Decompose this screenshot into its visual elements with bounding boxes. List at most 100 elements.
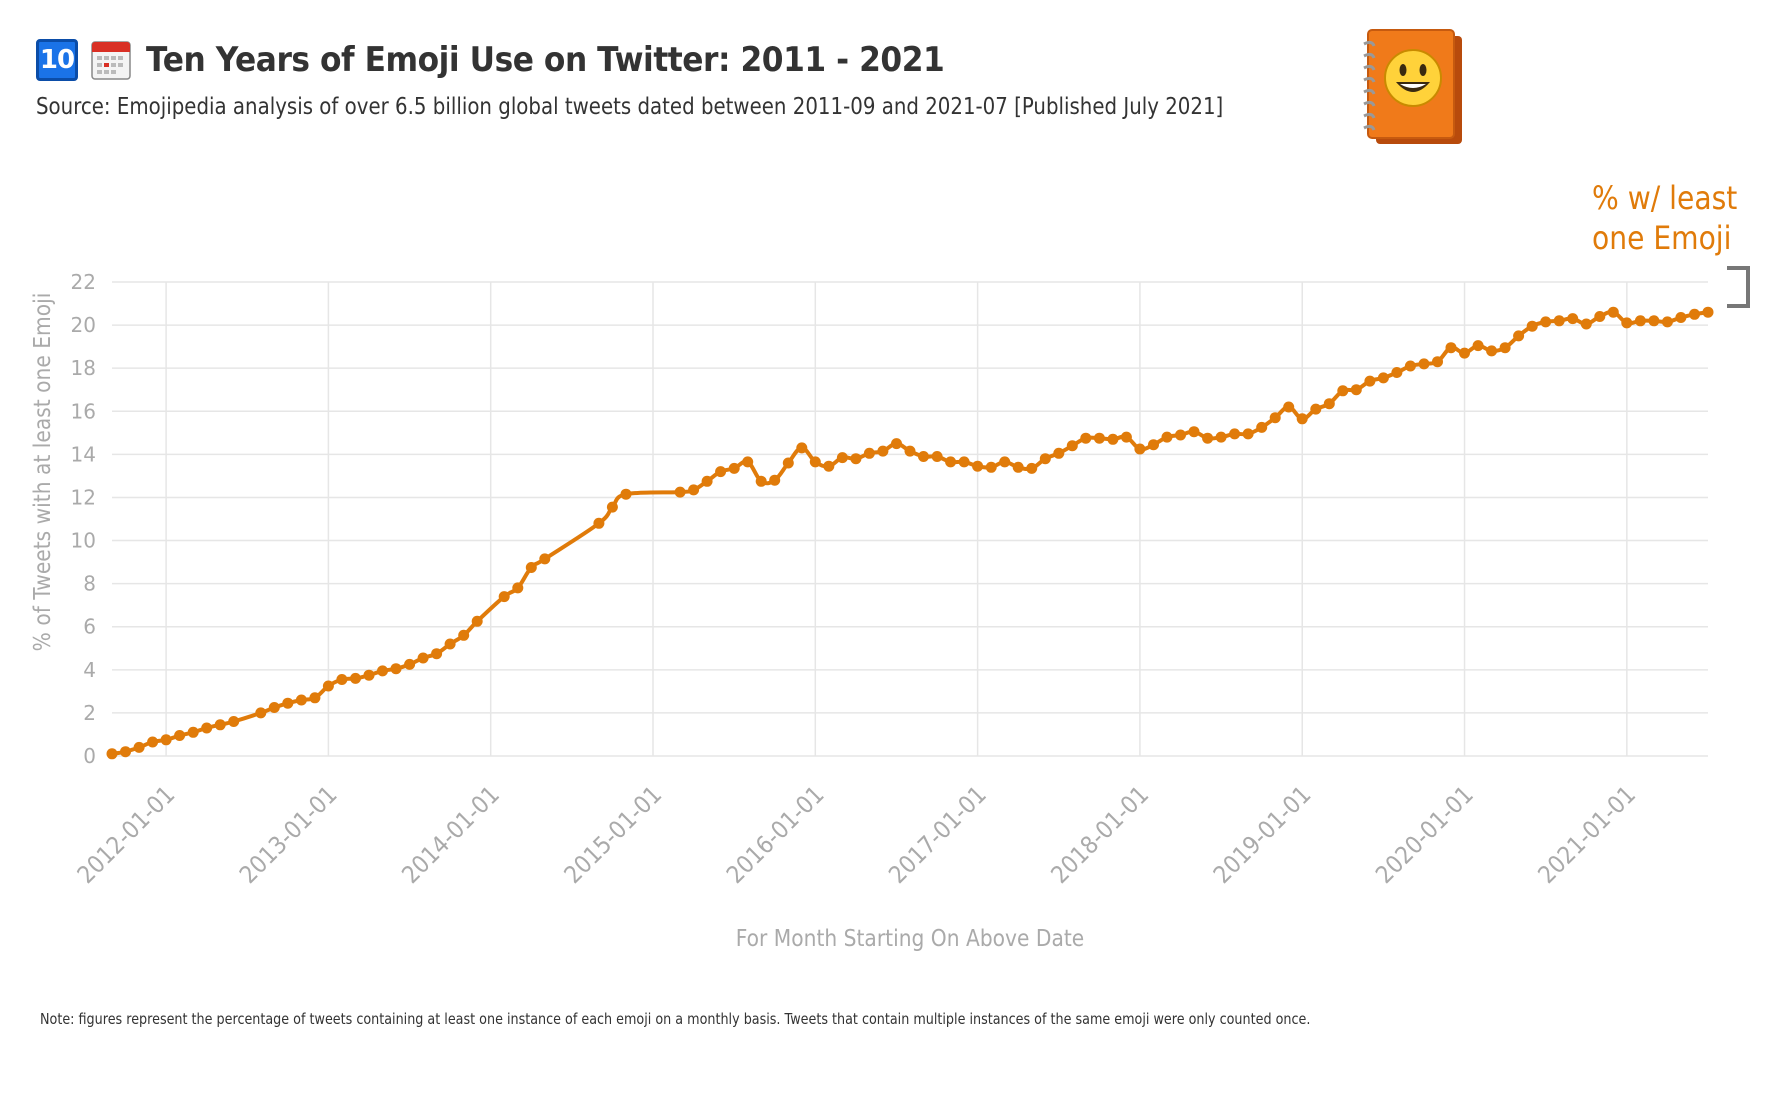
line-chart: 0 2 4 6 8 10 12 14 16 18 20 22 2012-01-01 2013-01-01… <box>30 266 1750 953</box>
data-point <box>1540 316 1552 328</box>
data-point <box>1648 315 1660 327</box>
data-point <box>1418 358 1430 370</box>
y-axis-ticks: 0 2 4 6 8 10 12 14 16 18 20 22 <box>71 270 96 768</box>
data-point <box>809 456 821 468</box>
y-tick-label: 14 <box>71 442 96 466</box>
data-point <box>782 457 794 469</box>
x-tick-label: 2019-01-01 <box>1209 781 1317 889</box>
data-point <box>1594 311 1606 322</box>
data-point <box>1337 385 1349 397</box>
data-point <box>1066 440 1078 452</box>
data-point <box>931 451 943 462</box>
data-point <box>1053 447 1065 459</box>
data-point <box>1702 306 1714 318</box>
data-point <box>1661 316 1673 328</box>
data-point <box>904 445 916 457</box>
y-axis-label: % of Tweets with at least one Emoji <box>30 293 57 652</box>
data-point <box>836 452 848 464</box>
data-point <box>255 707 267 719</box>
data-point <box>1161 431 1173 443</box>
data-point <box>498 591 510 603</box>
data-point <box>201 722 213 734</box>
data-point <box>1188 426 1200 438</box>
x-axis-ticks: 2012-01-01 2013-01-01 2014-01-01 2015-01-01… <box>72 781 1641 889</box>
data-point <box>918 451 929 462</box>
data-point <box>1323 398 1335 410</box>
data-point <box>1580 318 1592 330</box>
chart-title: Ten Years of Emoji Use on Twitter: 2011 … <box>146 40 945 80</box>
y-tick-label: 4 <box>83 658 96 682</box>
data-point <box>282 697 294 709</box>
y-tick-label: 8 <box>83 572 96 596</box>
data-point <box>769 474 781 486</box>
x-tick-label: 2020-01-01 <box>1371 781 1479 889</box>
data-point <box>1553 315 1565 327</box>
calendar-icon <box>91 41 131 80</box>
data-point <box>1012 461 1024 473</box>
data-point <box>1445 342 1457 354</box>
data-point <box>1242 428 1254 440</box>
data-point <box>458 629 470 641</box>
data-point <box>120 746 131 758</box>
data-point <box>1039 453 1051 465</box>
data-point <box>1675 312 1687 323</box>
data-point <box>701 475 713 487</box>
chart-subtitle: Source: Emojipedia analysis of over 6.5 … <box>36 94 1224 120</box>
y-tick-label: 12 <box>71 485 96 509</box>
data-point <box>1472 340 1484 352</box>
data-point <box>620 488 632 500</box>
data-point <box>1621 317 1633 329</box>
x-tick-label: 2013-01-01 <box>235 781 343 889</box>
data-point <box>512 582 524 594</box>
data-point <box>1391 367 1403 378</box>
data-point <box>390 663 402 675</box>
data-point <box>1202 432 1214 444</box>
data-point <box>863 447 875 459</box>
data-point <box>322 680 334 692</box>
data-point <box>1175 429 1186 441</box>
data-point <box>742 456 754 468</box>
data-point <box>444 638 456 650</box>
x-axis-label: For Month Starting On Above Date <box>736 926 1084 953</box>
data-point <box>1107 433 1119 445</box>
title-row: 10 Ten Years of Emoji Use on Twitter: 20… <box>36 34 1436 86</box>
data-point <box>539 553 551 565</box>
data-point <box>891 438 902 450</box>
data-point <box>268 702 280 713</box>
data-point <box>1567 313 1579 325</box>
data-point <box>958 456 970 468</box>
data-point <box>309 692 321 704</box>
data-point <box>972 460 984 472</box>
data-point <box>363 669 375 681</box>
x-tick-label: 2018-01-01 <box>1046 781 1154 889</box>
data-point <box>1215 431 1227 443</box>
data-point <box>417 652 429 664</box>
data-point <box>1404 360 1416 372</box>
data-point <box>133 741 145 753</box>
y-tick-label: 16 <box>71 399 96 423</box>
data-point <box>1513 330 1525 342</box>
data-point <box>1350 384 1362 396</box>
data-point <box>1377 372 1389 384</box>
y-tick-label: 2 <box>83 701 96 725</box>
data-point <box>1432 356 1443 368</box>
data-point <box>1256 421 1268 433</box>
data-point <box>228 716 240 727</box>
data-point <box>336 674 348 685</box>
data-point <box>1486 345 1498 357</box>
x-tick-label: 2017-01-01 <box>884 781 992 889</box>
y-tick-label: 10 <box>71 529 96 553</box>
data-point <box>106 748 118 760</box>
data-point <box>728 462 740 474</box>
data-point <box>606 501 618 513</box>
data-point <box>1283 401 1295 413</box>
data-point <box>1526 320 1538 332</box>
gridlines <box>112 281 1708 757</box>
keycap-ten-icon: 10 <box>36 39 78 81</box>
y-tick-label: 18 <box>71 356 96 380</box>
series-label-leader <box>1727 266 1750 308</box>
data-point <box>1296 413 1308 425</box>
data-point <box>174 730 186 741</box>
data-points <box>106 306 1714 760</box>
data-point <box>1229 428 1241 440</box>
